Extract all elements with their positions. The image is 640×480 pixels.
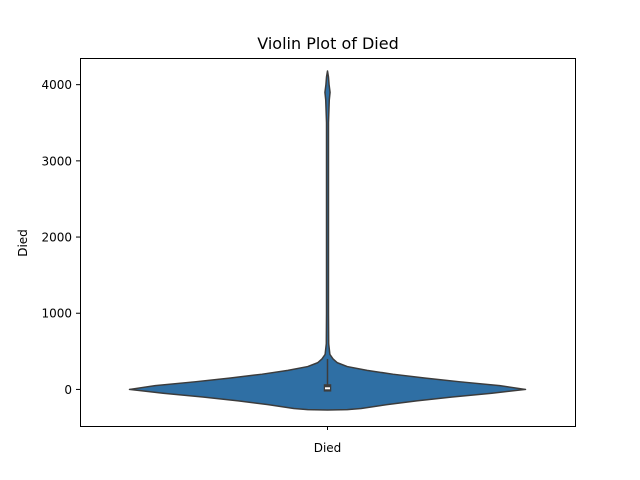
- plot-area: [128, 70, 527, 411]
- x-tick-label: Died: [314, 441, 342, 455]
- y-tick-label: 0: [64, 383, 72, 397]
- y-tick-label: 1000: [41, 307, 72, 321]
- y-tick-label: 3000: [41, 154, 72, 168]
- y-tick-label: 4000: [41, 78, 72, 92]
- x-axis: Died: [314, 426, 342, 455]
- y-axis: 0 1000 2000 3000 4000: [41, 78, 80, 397]
- violin-body-died: [128, 70, 527, 411]
- y-axis-label: Died: [16, 229, 30, 257]
- y-tick-label: 2000: [41, 231, 72, 245]
- plot-frame: [80, 58, 576, 427]
- chart-title: Violin Plot of Died: [257, 34, 398, 53]
